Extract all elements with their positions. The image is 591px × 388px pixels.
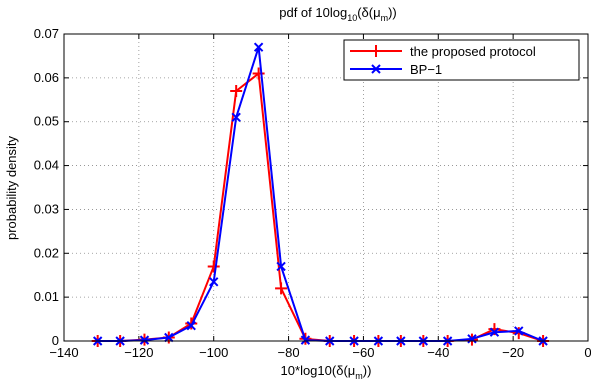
y-axis-label: probability density	[4, 135, 19, 240]
data-point-1	[139, 335, 150, 345]
legend: the proposed protocol BP−1	[343, 39, 580, 81]
legend-label-proposed: the proposed protocol	[410, 44, 536, 59]
legend-label-bp1: BP−1	[410, 62, 442, 77]
data-point-1	[253, 42, 264, 52]
y-tick-label: 0.02	[34, 245, 59, 260]
legend-box	[343, 39, 580, 81]
x-tick-label: −80	[278, 345, 300, 360]
x-tick-label: −20	[502, 345, 524, 360]
plot-area	[64, 34, 588, 341]
x-tick-label: −120	[124, 345, 153, 360]
data-point-1	[231, 112, 241, 123]
data-point-1	[276, 261, 286, 272]
data-point-0	[252, 67, 265, 80]
axes: −140 −120 −100 −80 −60 −40 −20 0 0 0.01 0.02 0.03 0.…	[34, 26, 591, 360]
y-tick-label: 0	[52, 333, 59, 348]
data-point-0	[230, 85, 243, 98]
data-point-1	[300, 335, 311, 345]
data-point-1	[186, 320, 196, 331]
x-tick-label: −60	[352, 345, 374, 360]
y-tick-label: 0.04	[34, 158, 59, 173]
x-tick-label: −100	[199, 345, 228, 360]
data-point-0	[275, 282, 288, 295]
legend-marker-x	[371, 64, 381, 74]
y-tick-label: 0.01	[34, 289, 59, 304]
y-tick-label: 0.05	[34, 114, 59, 129]
legend-marker-plus	[370, 45, 382, 57]
y-tick-label: 0.07	[34, 26, 59, 41]
data-point-1	[209, 277, 219, 287]
data-point-1	[514, 326, 524, 336]
data-point-0	[185, 317, 198, 330]
x-tick-label: −40	[427, 345, 449, 360]
chart-title: pdf of 10log10(δ(μm))	[279, 5, 397, 23]
x-tick-label: −140	[49, 345, 78, 360]
series-layer	[91, 42, 550, 347]
data-point-1	[164, 332, 174, 343]
data-point-1	[489, 327, 500, 337]
y-tick-label: 0.03	[34, 201, 59, 216]
x-tick-label: 0	[584, 345, 591, 360]
plot-border	[63, 33, 589, 342]
x-axis-label: 10*log10(δ(μm))	[281, 363, 372, 381]
y-tick-label: 0.06	[34, 70, 59, 85]
data-point-0	[207, 260, 220, 273]
